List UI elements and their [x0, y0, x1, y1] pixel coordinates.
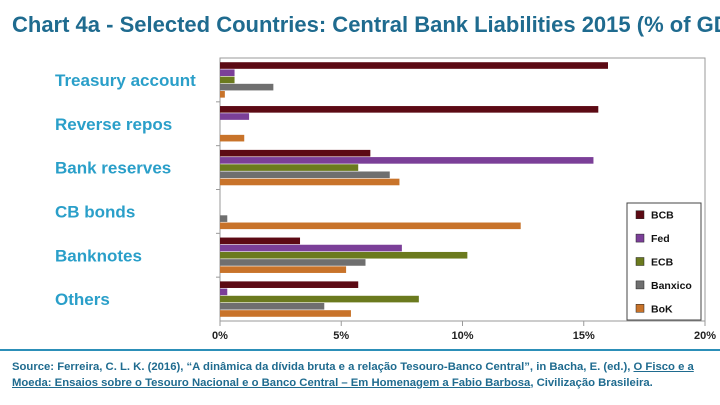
bar-bcb-0: [220, 62, 608, 69]
category-label: Reverse repos: [55, 115, 172, 134]
legend-label-banxico: Banxico: [651, 280, 692, 292]
bar-bcb-1: [220, 106, 599, 113]
legend: BCB Fed ECB Banxico BoK: [626, 202, 702, 321]
bar-bcb-4: [220, 237, 301, 245]
bar-ecb-0: [220, 76, 235, 84]
x-tick-label: 0%: [212, 330, 228, 342]
bar-ecb-5: [220, 295, 419, 303]
bar-bok-4: [220, 266, 347, 273]
legend-label-bcb: BCB: [651, 210, 674, 222]
legend-swatch-banxico: [635, 280, 645, 290]
legend-swatch-bok: [635, 304, 645, 313]
bar-banxico-4: [220, 259, 366, 266]
bar-fed-1: [220, 113, 250, 120]
bar-bok-1: [220, 134, 245, 142]
x-tick-label: 10%: [451, 330, 473, 342]
legend-swatch-bcb: [635, 210, 645, 219]
plot-area: [216, 57, 706, 322]
x-tick-label: 20%: [694, 330, 716, 342]
bar-bok-5: [220, 310, 351, 317]
bar-banxico-5: [220, 302, 325, 310]
category-label: Treasury account: [55, 71, 196, 90]
bar-chart: Treasury account Reverse repos Bank reserv…: [55, 57, 716, 342]
bar-banxico-2: [220, 171, 390, 179]
source-book-link[interactable]: O Fisco e a Moeda: Ensaios sobre o Tesou…: [12, 361, 694, 389]
x-tick-label: 5%: [333, 330, 349, 342]
x-tick-label: 15%: [573, 330, 595, 342]
category-label: CB bonds: [55, 202, 135, 221]
bar-fed-2: [220, 157, 594, 164]
legend-label-bok: BoK: [651, 303, 673, 315]
bar-bok-3: [220, 222, 521, 230]
legend-label-ecb: ECB: [651, 257, 674, 269]
bar-banxico-3: [220, 215, 228, 222]
bar-bcb-2: [220, 149, 371, 157]
bar-fed-0: [220, 69, 235, 77]
source-publisher: , Civilização Brasileira.: [530, 377, 653, 389]
bar-banxico-0: [220, 83, 274, 91]
category-labels: Treasury account Reverse repos Bank reserv…: [55, 71, 196, 309]
bar-bok-2: [220, 178, 400, 186]
bar-ecb-2: [220, 164, 359, 171]
source-citation: Source: Ferreira, C. L. K. (2016), “A di…: [12, 359, 712, 391]
footer-divider: [0, 349, 720, 351]
category-label: Bank reserves: [55, 159, 171, 178]
bar-bok-0: [220, 91, 225, 98]
category-label: Others: [55, 290, 110, 309]
chart-title: Chart 4a - Selected Countries: Central B…: [12, 12, 720, 37]
bar-bcb-5: [220, 281, 359, 288]
legend-label-fed: Fed: [651, 233, 670, 245]
legend-swatch-fed: [635, 233, 645, 243]
x-axis: 0% 5% 10% 15% 20%: [212, 321, 716, 342]
source-text: Source: Ferreira, C. L. K. (2016), “A di…: [12, 361, 634, 373]
bar-fed-5: [220, 288, 228, 296]
category-label: Banknotes: [55, 246, 142, 265]
bar-ecb-4: [220, 251, 468, 259]
legend-swatch-ecb: [635, 257, 645, 266]
bar-fed-4: [220, 244, 402, 252]
